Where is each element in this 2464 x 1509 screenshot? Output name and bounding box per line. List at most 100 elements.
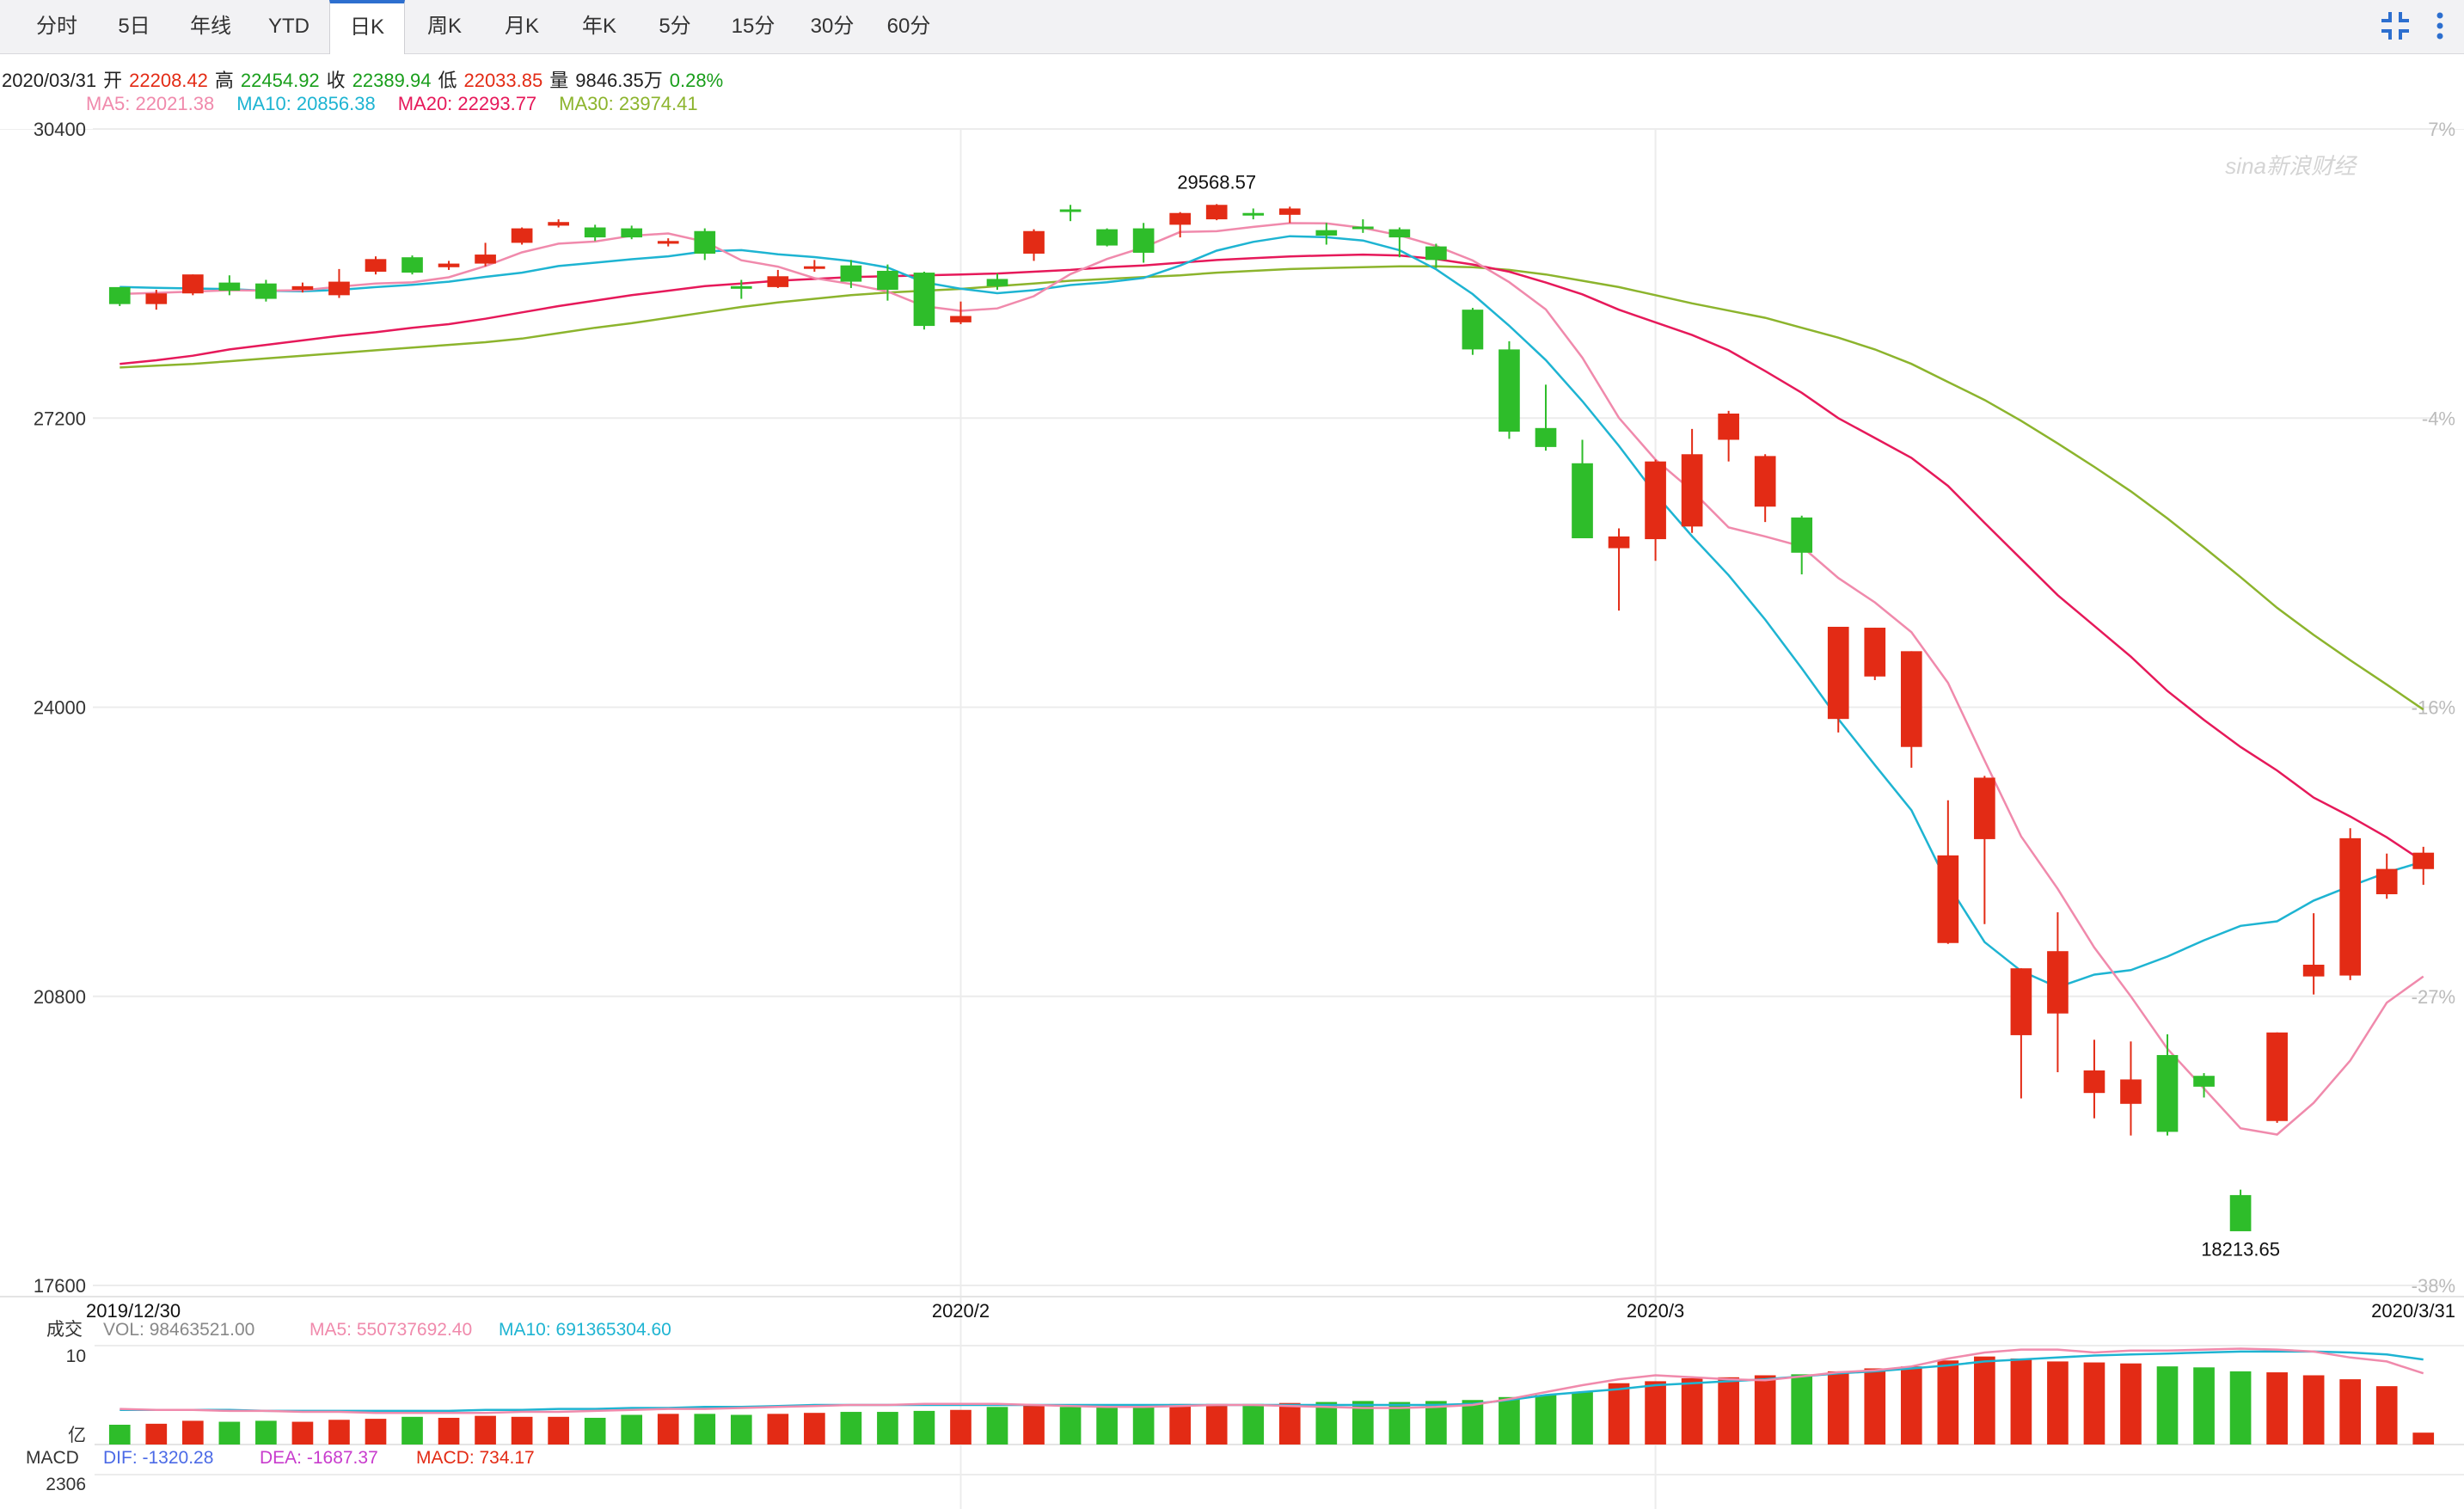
volume-bar[interactable]: [1608, 1383, 1630, 1445]
volume-bar[interactable]: [511, 1416, 533, 1445]
volume-bar[interactable]: [548, 1416, 569, 1445]
volume-bar[interactable]: [1315, 1402, 1338, 1445]
volume-bar[interactable]: [986, 1407, 1008, 1445]
volume-bar[interactable]: [2339, 1379, 2362, 1445]
volume-bar[interactable]: [1388, 1402, 1411, 1445]
candle-body[interactable]: [365, 259, 387, 273]
tab-5day[interactable]: 5日: [118, 15, 150, 38]
volume-bar[interactable]: [1499, 1396, 1520, 1445]
candle-body[interactable]: [2120, 1079, 2142, 1104]
volume-bar[interactable]: [108, 1425, 131, 1445]
volume-bar[interactable]: [950, 1409, 972, 1445]
candle-body[interactable]: [913, 273, 935, 327]
candle-body[interactable]: [2156, 1055, 2179, 1132]
volume-bar[interactable]: [328, 1420, 350, 1445]
candle-body[interactable]: [1462, 310, 1484, 350]
candle-body[interactable]: [840, 265, 862, 282]
tab-5min[interactable]: 5分: [659, 15, 691, 38]
candle-body[interactable]: [255, 283, 277, 299]
volume-bar[interactable]: [2375, 1386, 2398, 1445]
candle-body[interactable]: [2375, 868, 2398, 895]
volume-bar[interactable]: [2083, 1362, 2105, 1445]
volume-bar[interactable]: [1974, 1356, 1995, 1445]
candle-body[interactable]: [1278, 208, 1301, 215]
candle-body[interactable]: [2047, 951, 2069, 1014]
volume-bar[interactable]: [2156, 1366, 2179, 1445]
volume-bar[interactable]: [1645, 1381, 1666, 1445]
candle-body[interactable]: [218, 282, 241, 291]
candle-body[interactable]: [2083, 1070, 2105, 1094]
candle-body[interactable]: [986, 279, 1008, 286]
candle-body[interactable]: [621, 228, 643, 238]
candle-body[interactable]: [2302, 964, 2325, 977]
volume-bar[interactable]: [2412, 1432, 2435, 1445]
volume-bar[interactable]: [1681, 1377, 1703, 1445]
candle-body[interactable]: [1791, 517, 1813, 553]
candle-body[interactable]: [2266, 1032, 2288, 1121]
candle-body[interactable]: [1499, 349, 1520, 432]
volume-bar[interactable]: [145, 1423, 168, 1445]
candle-body[interactable]: [1096, 229, 1118, 246]
candle-body[interactable]: [1572, 463, 1593, 539]
volume-bar[interactable]: [730, 1414, 752, 1445]
candle-body[interactable]: [1900, 651, 1922, 747]
tab-daily-k[interactable]: 日K: [329, 0, 405, 54]
volume-bar[interactable]: [1462, 1400, 1484, 1445]
candle-body[interactable]: [1645, 461, 1666, 540]
tab-year-line[interactable]: 年线: [190, 15, 231, 38]
volume-bar[interactable]: [877, 1412, 898, 1445]
candle-body[interactable]: [1023, 230, 1045, 255]
volume-bar[interactable]: [2302, 1375, 2325, 1445]
volume-bar[interactable]: [291, 1421, 314, 1445]
candle-body[interactable]: [1718, 413, 1739, 440]
volume-bar[interactable]: [2120, 1363, 2142, 1445]
volume-bar[interactable]: [1205, 1403, 1228, 1445]
volume-bar[interactable]: [1900, 1366, 1922, 1445]
volume-bar[interactable]: [2193, 1367, 2215, 1445]
candle-body[interactable]: [145, 293, 168, 304]
volume-bar[interactable]: [1096, 1406, 1118, 1445]
candle-body[interactable]: [767, 276, 789, 287]
candle-body[interactable]: [1352, 226, 1374, 230]
candle-body[interactable]: [1425, 246, 1447, 261]
candle-body[interactable]: [291, 285, 314, 291]
candle-body[interactable]: [694, 230, 716, 255]
collapse-icon[interactable]: [2378, 9, 2412, 43]
candle-body[interactable]: [2193, 1076, 2215, 1087]
volume-bar[interactable]: [1278, 1402, 1301, 1445]
candle-body[interactable]: [1535, 427, 1557, 447]
volume-bar[interactable]: [2047, 1361, 2069, 1445]
candle-body[interactable]: [1681, 454, 1703, 527]
volume-bar[interactable]: [1132, 1405, 1155, 1445]
candle-body[interactable]: [1388, 229, 1411, 238]
candle-body[interactable]: [1864, 628, 1886, 677]
candle-body[interactable]: [108, 286, 131, 304]
volume-bar[interactable]: [1242, 1403, 1265, 1445]
candle-body[interactable]: [2229, 1194, 2252, 1231]
candle-body[interactable]: [1205, 205, 1228, 220]
candle-body[interactable]: [438, 263, 460, 267]
candle-body[interactable]: [950, 316, 972, 322]
volume-bar[interactable]: [438, 1417, 460, 1445]
volume-bar[interactable]: [2010, 1358, 2032, 1445]
volume-bar[interactable]: [1023, 1405, 1045, 1445]
candle-body[interactable]: [1169, 212, 1192, 225]
volume-bar[interactable]: [2229, 1371, 2252, 1445]
candle-body[interactable]: [475, 255, 496, 264]
candle-body[interactable]: [1827, 626, 1849, 720]
volume-bar[interactable]: [1169, 1403, 1192, 1445]
volume-bar[interactable]: [218, 1421, 241, 1445]
volume-bar[interactable]: [1937, 1360, 1959, 1445]
volume-bar[interactable]: [1059, 1407, 1082, 1445]
candle-body[interactable]: [511, 228, 533, 243]
candle-body[interactable]: [2339, 837, 2362, 976]
volume-bar[interactable]: [2266, 1372, 2288, 1445]
tab-weekly-k[interactable]: 周K: [426, 15, 462, 38]
volume-bar[interactable]: [401, 1416, 423, 1445]
candle-body[interactable]: [1059, 209, 1082, 212]
candle-body[interactable]: [1974, 777, 1995, 839]
volume-bar[interactable]: [621, 1414, 643, 1445]
candle-body[interactable]: [548, 222, 569, 226]
volume-bar[interactable]: [365, 1419, 387, 1445]
